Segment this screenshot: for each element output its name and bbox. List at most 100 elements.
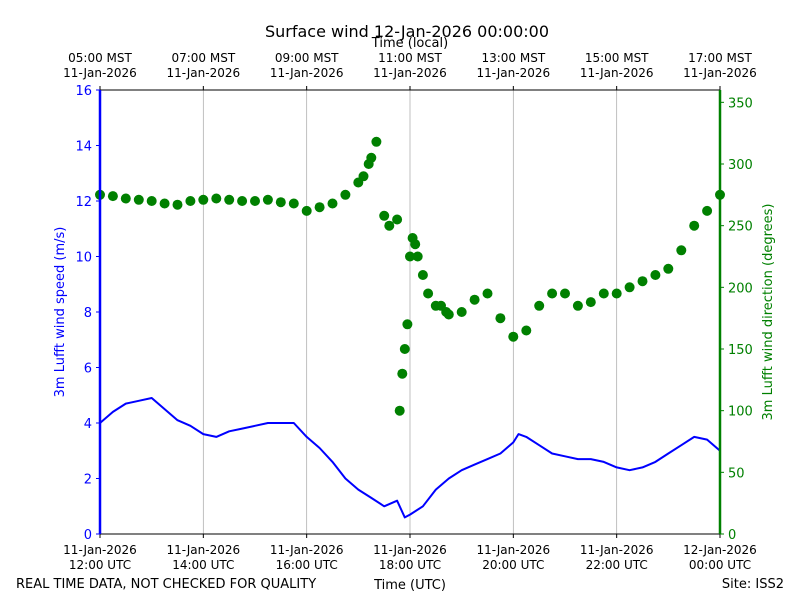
wind-direction-point [301,205,312,216]
top-tick-label-date: 11-Jan-2026 [477,66,551,80]
wind-direction-point [288,198,299,209]
wind-direction-point [159,198,170,209]
wind-direction-point [456,307,467,317]
wind-direction-point [689,220,700,231]
top-tick-label-date: 11-Jan-2026 [580,66,654,80]
wind-direction-point [624,282,635,293]
grid-lines [202,90,618,534]
right-axis-label: 3m Lufft wind direction (degrees) [761,204,776,421]
left-tick-label: 2 [84,473,92,488]
left-tick-label: 8 [84,306,92,321]
wind-direction-point [560,288,570,299]
wind-direction-point [314,202,325,213]
right-tick-label: 250 [728,220,753,235]
wind-direction-point [469,294,480,305]
left-tick-label: 0 [84,528,92,543]
wind-direction-point [392,214,403,225]
right-tick-label: 150 [728,343,753,358]
bottom-tick-label-time: 12:00 UTC [69,558,131,572]
wind-direction-point [394,405,405,416]
wind-direction-point [250,196,260,206]
left-tick-label: 6 [84,362,92,377]
wind-direction-point [508,331,519,342]
wind-direction-point [379,210,390,221]
left-tick-label: 10 [75,251,92,266]
wind-direction-point [399,344,410,354]
data-series [95,136,725,519]
wind-direction-point [702,205,713,216]
wind-speed-line [99,397,721,519]
wind-direction-point [358,171,369,182]
bottom-tick-label-time: 16:00 UTC [276,558,338,572]
wind-direction-point [482,288,493,299]
wind-direction-point [405,251,415,262]
top-axis-title: Time (local) [371,36,448,51]
bottom-tick-label-date: 11-Jan-2026 [270,543,344,557]
wind-direction-point [384,220,395,231]
right-tick-label: 0 [728,528,736,543]
wind-direction-point [534,300,545,311]
wind-direction-point [211,193,222,204]
top-tick-label-time: 05:00 MST [68,51,132,65]
wind-direction-point [397,368,408,379]
wind-direction-point [172,199,183,210]
wind-direction-point [327,198,338,209]
wind-direction-point [410,239,421,250]
wind-direction-point [650,270,661,280]
wind-direction-point [495,313,506,324]
bottom-tick-label-date: 12-Jan-2026 [683,543,757,557]
wind-direction-point [262,194,273,205]
wind-direction-point [146,196,157,206]
wind-direction-point [598,288,609,299]
wind-direction-point [133,194,144,205]
bottom-tick-label-date: 11-Jan-2026 [63,543,137,557]
top-tick-label-date: 11-Jan-2026 [683,66,757,80]
bottom-tick-label-date: 11-Jan-2026 [373,543,447,557]
wind-direction-point [417,270,428,280]
right-tick-label: 100 [728,405,753,420]
top-tick-label-date: 11-Jan-2026 [63,66,137,80]
bottom-tick-label-date: 11-Jan-2026 [580,543,654,557]
quality-note: REAL TIME DATA, NOT CHECKED FOR QUALITY [16,577,316,592]
wind-direction-point [371,136,382,147]
wind-direction-point [611,288,622,299]
top-tick-label-date: 11-Jan-2026 [270,66,344,80]
bottom-tick-label-time: 18:00 UTC [379,558,441,572]
wind-direction-point [443,309,454,320]
wind-direction-point [521,325,532,336]
bottom-tick-label-time: 22:00 UTC [586,558,648,572]
wind-direction-point [547,288,558,299]
bottom-tick-label-date: 11-Jan-2026 [477,543,551,557]
bottom-tick-label-time: 20:00 UTC [482,558,544,572]
bottom-tick-label-time: 00:00 UTC [689,558,751,572]
wind-direction-point [237,196,248,206]
chart-title: Surface wind 12-Jan-2026 00:00:00 [265,22,549,41]
right-tick-label: 300 [728,158,753,173]
wind-direction-point [275,197,286,208]
wind-direction-point [676,245,687,256]
wind-direction-point [107,191,118,202]
right-tick-label: 50 [728,466,745,481]
top-tick-label-time: 11:00 MST [378,51,442,65]
wind-direction-point [120,193,131,204]
left-tick-label: 12 [75,195,92,210]
left-tick-label: 4 [84,417,92,432]
top-tick-label-time: 07:00 MST [171,51,235,65]
bottom-tick-label-time: 14:00 UTC [172,558,234,572]
top-tick-label-date: 11-Jan-2026 [167,66,241,80]
top-tick-label-time: 15:00 MST [585,51,649,65]
top-tick-label-time: 09:00 MST [275,51,339,65]
wind-direction-point [663,263,674,274]
wind-direction-point [412,251,423,262]
wind-direction-point [585,297,596,308]
left-tick-label: 16 [75,84,92,99]
wind-direction-point [423,288,434,299]
wind-direction-point [340,189,351,200]
top-tick-label-time: 17:00 MST [688,51,752,65]
top-tick-label-time: 13:00 MST [481,51,545,65]
wind-direction-point [198,194,209,205]
wind-direction-point [637,276,648,287]
bottom-axis-label: Time (UTC) [373,578,446,593]
